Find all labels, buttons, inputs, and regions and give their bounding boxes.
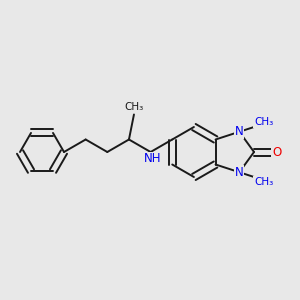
Text: NH: NH [144, 152, 161, 166]
Text: CH₃: CH₃ [254, 117, 273, 127]
Text: N: N [235, 125, 244, 138]
Text: CH₃: CH₃ [254, 177, 273, 187]
Text: O: O [272, 146, 281, 158]
Text: N: N [235, 166, 244, 179]
Text: CH₃: CH₃ [124, 103, 144, 112]
